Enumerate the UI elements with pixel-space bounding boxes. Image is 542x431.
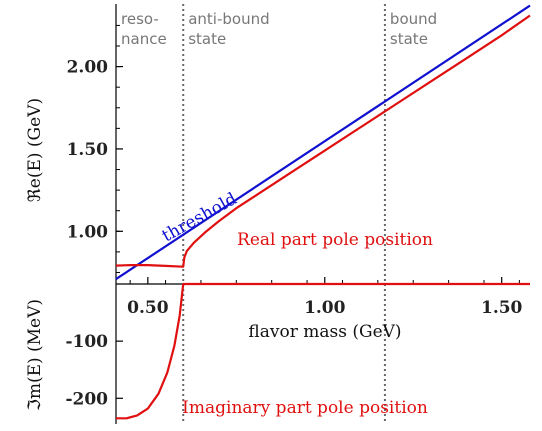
real-part-line [115, 14, 531, 268]
x-axis-ticks: 0.50 1.00 1.50 [127, 277, 523, 318]
top-panel-y-axis-label: ℜe(E) (GeV) [25, 98, 45, 202]
x-tick-label-3: 1.50 [481, 298, 523, 318]
imaginary-part-line [116, 282, 530, 420]
top-y-tick-label-2: 1.50 [67, 140, 109, 160]
imaginary-part-label: Imaginary part pole position [182, 398, 428, 418]
region-label-1-line-1: reso- [121, 10, 159, 28]
region-label-2-line-2: state [188, 30, 226, 48]
series-lines [115, 4, 531, 420]
bottom-y-tick-label-1: -100 [65, 332, 108, 352]
top-y-tick-label-3: 2.00 [67, 58, 109, 78]
top-panel-y-ticks: 1.00 1.50 2.00 [67, 24, 123, 273]
bottom-panel-y-ticks: -100 -200 [65, 332, 123, 409]
x-tick-label-2: 1.00 [304, 298, 346, 318]
top-y-tick-label-1: 1.00 [67, 222, 109, 242]
region-boundaries [182, 4, 386, 424]
x-tick-label-1: 0.50 [127, 298, 169, 318]
region-labels: reso-nance anti-bound state bound state [121, 10, 437, 48]
region-label-2-line-1: anti-bound [188, 10, 269, 28]
x-axis-label: flavor mass (GeV) [248, 322, 401, 342]
region-label-1-line-2: nance [121, 30, 167, 48]
region-label-3-line-2: state [390, 30, 428, 48]
threshold-line [115, 4, 531, 281]
real-part-label: Real part pole position [237, 230, 433, 250]
bottom-panel-y-axis-label: ℑm(E) (MeV) [25, 299, 45, 411]
region-label-3-line-1: bound [390, 10, 437, 28]
bottom-y-tick-label-2: -200 [65, 389, 108, 409]
